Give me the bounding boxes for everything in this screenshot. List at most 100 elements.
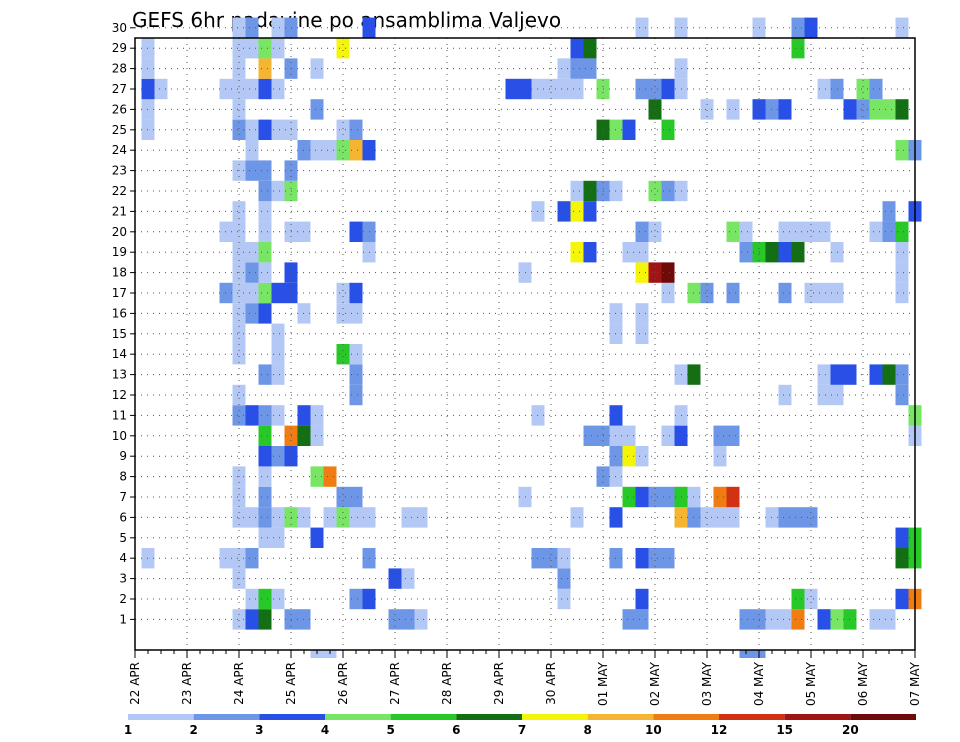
heatmap-cell bbox=[635, 17, 649, 38]
heatmap-cell bbox=[388, 609, 402, 630]
heatmap-cell bbox=[336, 486, 350, 508]
heatmap-cell bbox=[271, 405, 285, 426]
legend-label: 10 bbox=[645, 723, 662, 737]
heatmap-cell bbox=[804, 507, 818, 528]
heatmap-cell bbox=[869, 99, 883, 120]
heatmap-cell bbox=[232, 548, 246, 569]
heatmap-cell bbox=[869, 364, 883, 385]
heatmap-cell bbox=[271, 38, 285, 59]
heatmap-cell bbox=[232, 78, 246, 100]
heatmap-cell bbox=[245, 119, 259, 140]
heatmap-cell bbox=[622, 425, 636, 446]
heatmap-cell bbox=[258, 180, 272, 202]
heatmap-cell bbox=[778, 282, 792, 304]
heatmap-cell bbox=[661, 180, 675, 202]
y-tick-label: 19 bbox=[112, 245, 127, 259]
y-tick-label: 3 bbox=[119, 572, 127, 586]
heatmap-cell bbox=[336, 38, 350, 59]
heatmap-cell bbox=[258, 262, 272, 283]
x-tick-label: 02 MAY bbox=[648, 661, 662, 706]
heatmap-cell bbox=[648, 99, 662, 120]
heatmap-cell bbox=[557, 78, 571, 100]
heatmap-cell bbox=[726, 282, 740, 304]
y-tick-label: 22 bbox=[112, 184, 127, 198]
heatmap-cell bbox=[258, 119, 272, 140]
heatmap-cell bbox=[635, 78, 649, 100]
y-tick-label: 13 bbox=[112, 368, 127, 382]
heatmap-cell bbox=[895, 527, 909, 548]
heatmap-cell bbox=[570, 242, 584, 263]
heatmap-cell bbox=[622, 609, 636, 630]
x-tick-label: 27 APR bbox=[388, 662, 402, 705]
heatmap-cell bbox=[349, 140, 363, 161]
heatmap-cell bbox=[635, 242, 649, 263]
heatmap-cell bbox=[895, 17, 909, 38]
heatmap-cell bbox=[635, 588, 649, 610]
y-tick-label: 15 bbox=[112, 327, 127, 341]
heatmap-cell bbox=[232, 507, 246, 528]
heatmap-cell bbox=[258, 242, 272, 263]
heatmap-cell bbox=[245, 17, 259, 38]
legend-swatch bbox=[128, 714, 194, 720]
heatmap-cell bbox=[557, 58, 571, 79]
legend-label: 6 bbox=[452, 723, 460, 737]
heatmap-cell bbox=[882, 609, 896, 630]
heatmap-cell bbox=[310, 425, 324, 446]
heatmap-cell bbox=[882, 201, 896, 222]
legend-swatch bbox=[259, 714, 325, 720]
heatmap-cell bbox=[583, 201, 597, 222]
heatmap-cell bbox=[323, 466, 337, 487]
heatmap-cell bbox=[232, 119, 246, 140]
heatmap-cell bbox=[583, 242, 597, 263]
y-tick-label: 30 bbox=[112, 21, 127, 35]
y-tick-label: 8 bbox=[119, 470, 127, 484]
heatmap-cell bbox=[804, 17, 818, 38]
heatmap-cell bbox=[271, 282, 285, 304]
legend-label: 1 bbox=[124, 723, 132, 737]
heatmap-cell bbox=[544, 548, 558, 569]
heatmap-cell bbox=[271, 17, 285, 38]
heatmap-cell bbox=[310, 405, 324, 426]
heatmap-cell bbox=[310, 99, 324, 120]
legend-swatch bbox=[522, 714, 588, 720]
heatmap-cell bbox=[245, 548, 259, 569]
x-tick-label: 26 APR bbox=[336, 662, 350, 705]
heatmap-cell bbox=[258, 160, 272, 181]
heatmap-cell bbox=[271, 323, 285, 344]
heatmap-cell bbox=[258, 364, 272, 385]
heatmap-cell bbox=[726, 221, 740, 242]
heatmap-cell bbox=[661, 262, 675, 283]
heatmap-cell bbox=[570, 58, 584, 79]
heatmap-cell bbox=[570, 38, 584, 59]
y-tick-label: 12 bbox=[112, 388, 127, 402]
heatmap-cell bbox=[804, 588, 818, 610]
legend-swatch bbox=[325, 714, 391, 720]
heatmap-cell bbox=[635, 446, 649, 467]
heatmap-cell bbox=[271, 119, 285, 140]
heatmap-cell bbox=[336, 282, 350, 304]
heatmap-cell bbox=[895, 99, 909, 120]
heatmap-cell bbox=[661, 486, 675, 508]
grid-lines bbox=[134, 27, 916, 650]
y-tick-label: 6 bbox=[119, 510, 127, 524]
y-tick-label: 25 bbox=[112, 123, 127, 137]
y-tick-label: 18 bbox=[112, 266, 127, 280]
heatmap-cell bbox=[817, 364, 831, 385]
heatmap-cell bbox=[258, 507, 272, 528]
heatmap-cell bbox=[791, 588, 805, 610]
heatmap-cell bbox=[258, 201, 272, 222]
y-tick-label: 10 bbox=[112, 429, 127, 443]
heatmap-cell bbox=[661, 282, 675, 304]
legend-label: 12 bbox=[711, 723, 728, 737]
heatmap-cell bbox=[778, 99, 792, 120]
heatmap-cell bbox=[414, 507, 428, 528]
heatmap-cell bbox=[791, 38, 805, 59]
legend-label: 8 bbox=[583, 723, 591, 737]
y-tick-label: 23 bbox=[112, 164, 127, 178]
x-tick-label: 24 APR bbox=[232, 662, 246, 705]
heatmap-cell bbox=[570, 180, 584, 202]
heatmap-cell bbox=[544, 78, 558, 100]
heatmap-cell bbox=[882, 364, 896, 385]
heatmap-cell bbox=[869, 78, 883, 100]
